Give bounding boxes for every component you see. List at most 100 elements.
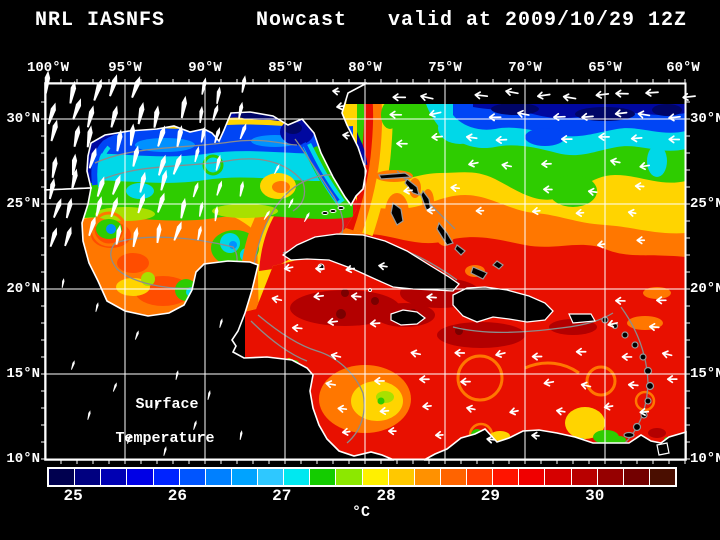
wind-arrow (575, 347, 587, 356)
wind-arrow (607, 319, 618, 328)
wind-arrow (488, 113, 502, 122)
title-model: NRL IASNFS (35, 9, 166, 32)
wind-arrow (337, 404, 348, 413)
wind-streak (127, 434, 131, 444)
wind-arrow (639, 407, 650, 416)
wind-streak (207, 390, 211, 400)
caption-line2: Temperature (115, 430, 214, 447)
wind-streak (199, 105, 204, 124)
wind-streak (303, 212, 310, 223)
wind-arrow (556, 407, 566, 416)
puerto-rico (568, 313, 596, 324)
lon-label-75W: 75°W (428, 60, 462, 76)
wind-streak (134, 330, 139, 340)
wind-streak (112, 382, 117, 392)
wind-arrow (325, 380, 337, 389)
map-frame (44, 82, 687, 461)
lon-label-85W: 85°W (268, 60, 302, 76)
lon-label-95W: 95°W (108, 60, 142, 76)
wind-streak (239, 123, 247, 140)
colorbar-cell-17 (493, 469, 520, 485)
lesser-antilles (601, 316, 655, 439)
wind-streak (49, 227, 58, 248)
wind-arrow (636, 236, 646, 245)
wind-streak (44, 70, 51, 94)
wind-arrow (271, 295, 283, 304)
wind-arrow (575, 208, 585, 217)
wind-arrow (465, 133, 478, 142)
colorbar-tick-29: 29 (480, 487, 501, 505)
wind-streak (71, 168, 78, 190)
wind-arrow (495, 349, 506, 358)
colorbar-cell-15 (440, 469, 467, 485)
lon-label-60W: 60°W (666, 60, 700, 76)
colorbar-cell-10 (310, 469, 337, 485)
colorbar-cell-18 (519, 469, 546, 485)
wind-streak (238, 101, 244, 119)
wind-arrow (621, 352, 633, 361)
wind-arrow (560, 135, 573, 144)
wind-streak (173, 221, 182, 241)
colorbar-cell-8 (258, 469, 285, 485)
axis-ticks (41, 79, 690, 464)
wind-streak (88, 147, 97, 169)
wind-streak (197, 225, 202, 241)
wind-streak (64, 226, 72, 247)
lat-label-right-15N: 15°N (690, 366, 720, 382)
wind-streak (200, 126, 206, 143)
colorbar-cell-12 (362, 469, 389, 485)
wind-arrow (536, 91, 551, 100)
trinidad (656, 442, 670, 456)
colorbar-cell-16 (467, 469, 494, 485)
wind-streak (274, 164, 280, 175)
wind-arrow (283, 263, 294, 272)
wind-arrow (541, 159, 552, 168)
wind-arrow (637, 110, 651, 119)
wind-arrow (403, 186, 413, 195)
wind-streak (193, 420, 197, 430)
wind-arrow (429, 109, 442, 118)
colorbar-cell-3 (127, 469, 154, 485)
wind-streak (288, 198, 294, 209)
wind-arrow (330, 352, 342, 360)
wind-arrow (543, 185, 553, 194)
wind-arrow (562, 93, 577, 102)
wind-arrow (420, 93, 434, 102)
wind-streak (65, 197, 73, 219)
wind-arrow (426, 293, 437, 302)
wind-arrow (431, 132, 444, 141)
lat-label-left-25N: 25°N (6, 196, 40, 212)
title-valid: valid at 2009/10/29 12Z (388, 9, 688, 32)
colorbar-cell-9 (284, 469, 311, 485)
wind-arrow (630, 134, 643, 143)
wind-arrow (682, 92, 696, 101)
wind-streak (176, 125, 183, 148)
map-area: Surface Temperature (41, 70, 696, 464)
wind-streak (198, 201, 204, 217)
wind-arrow (435, 430, 444, 440)
wind-streak (73, 125, 81, 147)
wind-streak (86, 125, 93, 148)
wind-arrow (422, 402, 432, 411)
title-product: Nowcast (256, 9, 348, 32)
wind-arrow (379, 406, 390, 416)
wind-streak (137, 101, 145, 125)
wind-arrow (597, 240, 606, 249)
colorbar-tick-30: 30 (585, 487, 605, 505)
caption-line1: Surface (135, 396, 198, 413)
wind-arrow (595, 90, 610, 99)
colorbar-cell-23 (649, 469, 675, 485)
wind-streak (216, 180, 223, 196)
wind-arrow (475, 206, 485, 215)
wind-streak (47, 102, 56, 125)
wind-streak (131, 75, 141, 98)
wind-arrow (517, 109, 530, 118)
wind-arrow (581, 112, 594, 121)
wind-arrow (615, 296, 626, 305)
wind-streak (95, 196, 103, 217)
wind-arrow (509, 407, 519, 416)
wind-streak (216, 86, 221, 104)
wind-arrow (374, 376, 385, 385)
wind-arrow (336, 102, 344, 111)
wind-arrow (531, 352, 543, 361)
